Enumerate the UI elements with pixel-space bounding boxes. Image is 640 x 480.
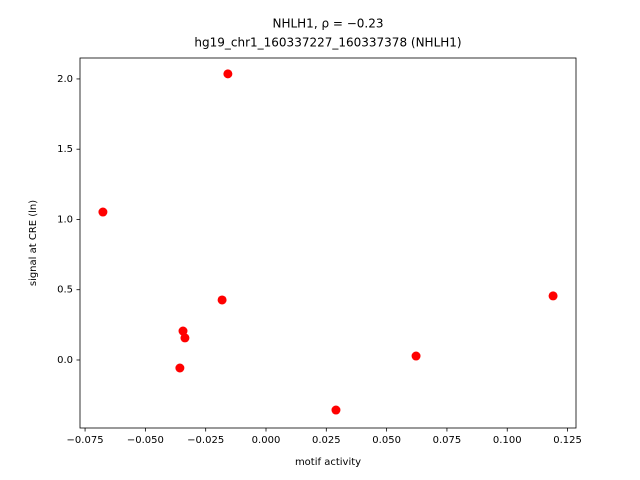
y-tick-label: 1.5 bbox=[57, 144, 73, 155]
y-tick-label: 1.0 bbox=[57, 214, 73, 225]
x-tick-label: 0.075 bbox=[433, 435, 462, 446]
x-tick-label: 0.125 bbox=[553, 435, 582, 446]
plot-frame bbox=[79, 57, 577, 429]
scatter-point bbox=[548, 291, 558, 301]
x-tick-label: −0.025 bbox=[187, 435, 224, 446]
x-tick-label: 0.100 bbox=[493, 435, 522, 446]
x-tick-label: −0.050 bbox=[127, 435, 164, 446]
x-tick-label: −0.075 bbox=[67, 435, 104, 446]
scatter-point bbox=[411, 351, 421, 361]
y-axis-label: signal at CRE (ln) bbox=[28, 200, 39, 286]
y-tick-label: 2.0 bbox=[57, 74, 73, 85]
scatter-point bbox=[178, 326, 188, 336]
y-tick-label: 0.5 bbox=[57, 285, 73, 296]
scatter-point bbox=[217, 295, 227, 305]
scatter-point bbox=[98, 207, 108, 217]
x-tick-label: 0.000 bbox=[252, 435, 281, 446]
y-tick-label: 0.0 bbox=[57, 355, 73, 366]
x-axis-label: motif activity bbox=[295, 457, 361, 468]
chart-subtitle: hg19_chr1_160337227_160337378 (NHLH1) bbox=[194, 36, 461, 50]
x-tick-label: 0.050 bbox=[372, 435, 401, 446]
chart-title: NHLH1, ρ = −0.23 bbox=[272, 17, 383, 31]
scatter-point bbox=[175, 363, 185, 373]
scatter-point bbox=[331, 405, 341, 415]
scatter-point bbox=[223, 69, 233, 79]
x-tick-label: 0.025 bbox=[312, 435, 341, 446]
scatter-point bbox=[180, 333, 190, 343]
